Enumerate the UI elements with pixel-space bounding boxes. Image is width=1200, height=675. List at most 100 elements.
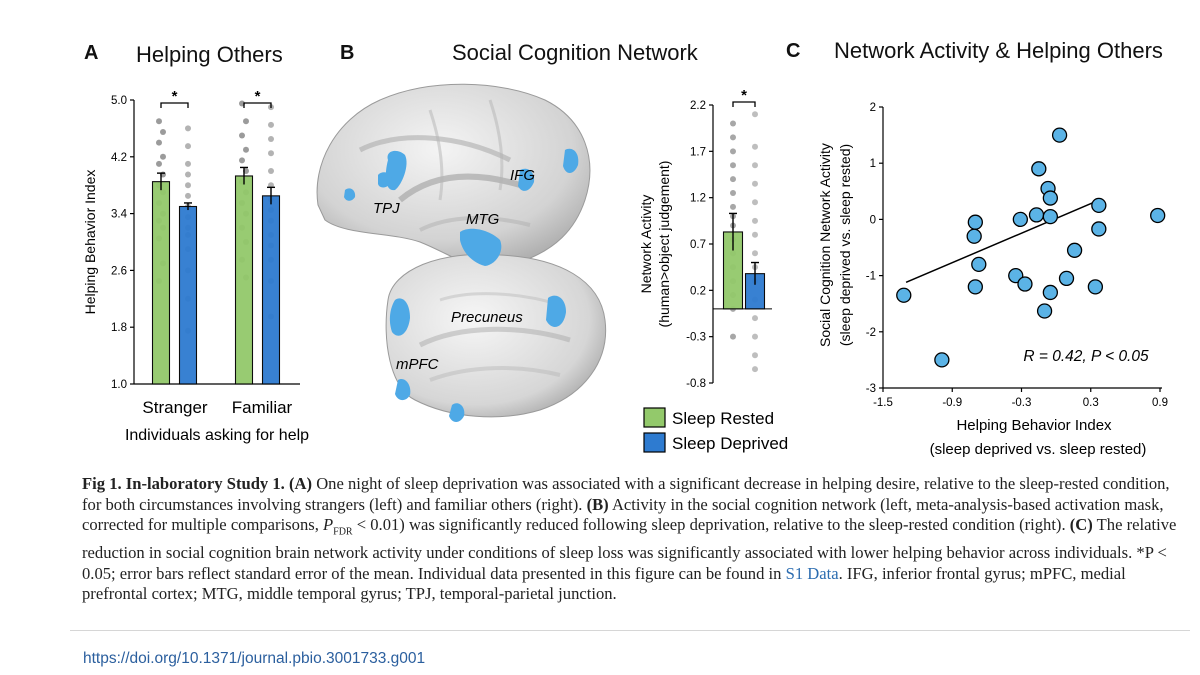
caption-p-fdr-sub: FDR <box>333 526 353 538</box>
brain-illustration: IFG TPJ MTG Precuneus mPFC <box>316 83 607 422</box>
panel-b-title: Social Cognition Network <box>452 40 698 65</box>
panel-a-x-label: Individuals asking for help <box>125 427 309 444</box>
brain-label-ifg: IFG <box>510 167 535 184</box>
panel-a-individual-point <box>160 153 166 160</box>
panel-c-y-tick-label: 1 <box>870 158 876 170</box>
panel-c-x-tick-label: 0.9 <box>1152 397 1168 409</box>
panel-c-data-point <box>1042 190 1059 206</box>
panel-b-individual-point <box>730 120 736 127</box>
panel-b-individual-point <box>730 203 736 210</box>
panel-a-individual-point <box>268 150 274 157</box>
panel-b-y-label-line2: (human>object judgement) <box>656 161 672 328</box>
panel-b-individual-point <box>730 134 736 141</box>
panel-a-y-tick-label: 1.0 <box>111 379 127 391</box>
panel-c-title: Network Activity & Helping Others <box>834 38 1163 63</box>
panel-c-y-tick-label: -3 <box>866 383 876 395</box>
panel-a-individual-point <box>185 160 191 167</box>
panel-c-data-point <box>1028 207 1045 223</box>
panel-b-individual-point <box>730 148 736 155</box>
caption-s1-data-link[interactable]: S1 Data <box>785 563 839 583</box>
panel-c-data-point <box>971 256 987 273</box>
panel-c-data-point <box>1036 303 1053 319</box>
brain-label-mpfc: mPFC <box>396 356 439 373</box>
panel-c-annotation: R = 0.42, P < 0.05 <box>1023 348 1149 365</box>
panel-a-individual-point <box>160 128 166 135</box>
panel-c-data-point <box>1058 270 1075 287</box>
panel-b-y-tick-label: -0.8 <box>686 378 706 390</box>
panel-a-bar-rested <box>151 181 171 385</box>
panel-b-individual-point <box>752 231 758 238</box>
panel-a-bar-rested <box>234 175 254 385</box>
figure-caption: Fig 1. In-laboratory Study 1. (A) One ni… <box>82 474 1182 605</box>
brain-activation-spots <box>344 148 579 422</box>
caption-part-c-text: The relative reduction in social cogniti… <box>82 515 1177 583</box>
panel-a-significance-bracket <box>243 102 272 108</box>
panel-a-individual-point <box>185 171 191 178</box>
panel-b-y-tick-label: 1.2 <box>690 193 706 205</box>
panel-c-data-point <box>934 352 950 368</box>
panel-c-data-point <box>1051 127 1068 143</box>
panel-c-x-tick-label: -0.3 <box>1012 397 1032 409</box>
brain-label-tpj: TPJ <box>373 200 400 217</box>
panel-c-y-tick-label: 0 <box>870 214 876 226</box>
figure-graphics: 5.0 4.2 3.4 2.6 1.8 1.0 * * Helping Behavior I… <box>82 83 1168 458</box>
caption-fig-label: Fig 1. In-laboratory Study 1. <box>82 474 285 493</box>
panel-b-chart: 2.2 1.7 1.2 0.7 0.2 -0.3 -0.8 * Network Activi… <box>638 87 788 453</box>
panel-a-significance-bracket <box>160 102 189 108</box>
panel-a-significance-star: * <box>172 88 178 105</box>
panel-b-individual-point <box>752 333 758 340</box>
caption-divider <box>70 630 1190 631</box>
panel-c-y-tick-label: -2 <box>866 327 876 339</box>
panel-b-individual-point <box>730 162 736 169</box>
panel-a-y-tick-label: 4.2 <box>111 152 127 164</box>
brain-medial-view <box>385 253 607 418</box>
panel-b-individual-point <box>752 180 758 187</box>
panel-b-individual-point <box>752 217 758 224</box>
panel-c-data-point <box>967 279 983 295</box>
panel-c-data-point <box>1031 161 1047 177</box>
panel-b-y-label-line1: Network Activity <box>638 195 654 294</box>
panel-c-x-tick-label: -1.5 <box>873 397 893 409</box>
panel-c-fit-line <box>905 199 1101 284</box>
panel-b-individual-point <box>752 111 758 118</box>
panel-c-y-label-line1: Social Cognition Network Activity <box>817 143 833 347</box>
panel-a-category-stranger: Stranger <box>142 398 208 417</box>
panel-a-individual-point <box>243 118 249 125</box>
legend-label-rested: Sleep Rested <box>672 409 774 428</box>
panel-a-individual-point <box>243 146 249 153</box>
panel-c-data-point <box>1150 207 1166 224</box>
panel-a-individual-point <box>239 157 245 164</box>
caption-part-b-text: Activity in the social cognition network… <box>82 494 1164 535</box>
panel-b-y-tick-label: 0.7 <box>690 239 706 251</box>
panel-a-individual-point <box>185 125 191 132</box>
panel-a-individual-point <box>185 182 191 189</box>
panel-c-data-point <box>966 228 982 244</box>
panel-a-y-tick-label: 1.8 <box>111 322 127 334</box>
panel-a-y-tick-label: 2.6 <box>111 265 127 277</box>
panel-a-category-familiar: Familiar <box>232 398 293 417</box>
doi-link[interactable]: https://doi.org/10.1371/journal.pbio.300… <box>83 650 426 667</box>
panel-c-x-label-line1: Helping Behavior Index <box>956 417 1112 434</box>
panel-b-individual-point <box>752 250 758 257</box>
panel-a-individual-point <box>239 132 245 139</box>
panel-a-individual-point <box>185 143 191 150</box>
panel-a-individual-point <box>156 139 162 146</box>
legend-swatch-rested <box>643 407 666 428</box>
panel-c-chart: 2 1 0 -1 -2 -3 -1.5 -0.9 -0.3 0.3 0.9 R = 0.42, P … <box>817 102 1168 458</box>
panel-b-significance-bracket <box>732 101 756 107</box>
panel-a-chart: 5.0 4.2 3.4 2.6 1.8 1.0 * * Helping Behavior I… <box>82 88 309 444</box>
caption-part-b-label: (B) <box>586 494 609 514</box>
panel-b-y-tick-label: -0.3 <box>686 332 706 344</box>
caption-part-c-label: (C) <box>1069 515 1093 535</box>
panel-b-individual-point <box>752 162 758 169</box>
panel-c-data-point <box>1087 279 1104 295</box>
panel-b-individual-point <box>752 199 758 206</box>
legend-swatch-deprived <box>643 432 666 453</box>
panel-a-title: Helping Others <box>136 42 283 67</box>
caption-part-a-label: (A) <box>288 474 313 493</box>
panel-b-y-tick-label: 1.7 <box>690 146 706 158</box>
panel-a-individual-point <box>156 160 162 167</box>
panel-c-y-label-line2: (sleep deprived vs. sleep rested) <box>837 144 853 346</box>
panel-b-individual-point <box>752 143 758 150</box>
panel-a-bar-deprived <box>261 195 281 385</box>
